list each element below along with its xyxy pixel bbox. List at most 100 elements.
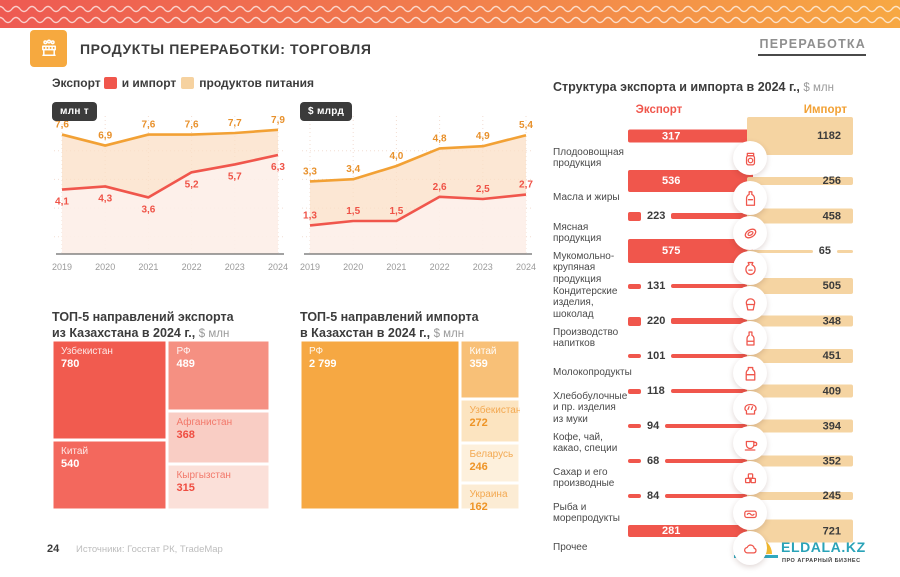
export-bar-line — [671, 284, 753, 288]
svg-text:2,7: 2,7 — [519, 180, 533, 191]
flour-icon — [733, 251, 767, 285]
treemap-block-label: Китай — [61, 446, 89, 458]
import-value: 1182 — [817, 130, 841, 142]
treemap-export-title: ТОП-5 направлений экспорта из Казахстана… — [52, 310, 234, 341]
category-label: Рыба и морепродукты — [553, 501, 620, 524]
svg-text:7,7: 7,7 — [228, 118, 242, 129]
svg-text:2021: 2021 — [138, 262, 158, 272]
export-value: 281 — [662, 525, 681, 537]
svg-text:2020: 2020 — [95, 262, 115, 272]
category-label: Мясная продукция — [553, 221, 602, 244]
svg-text:1,3: 1,3 — [303, 210, 317, 221]
treemap-block: Китай 540 — [52, 440, 168, 510]
import-value: 65 — [818, 245, 831, 257]
treemap-block-label: Узбекистан — [61, 346, 113, 357]
import-bar: 65 — [747, 245, 853, 257]
export-bar-line — [670, 389, 753, 393]
export-bar-marker — [628, 459, 641, 463]
export-value: 101 — [647, 350, 666, 362]
unit-badge-usd-bln: $ млрд — [300, 102, 353, 121]
svg-text:7,6: 7,6 — [55, 120, 69, 131]
treemap-import-unit: $ млн — [433, 327, 465, 340]
fish-icon — [733, 496, 767, 530]
export-bar-marker — [628, 354, 641, 358]
export-bar: 575 — [628, 239, 753, 263]
import-value: 409 — [822, 385, 841, 397]
legend-import-swatch — [181, 77, 195, 89]
import-bar: 451 — [747, 349, 853, 363]
treemap-block-value: 246 — [469, 461, 488, 474]
decorative-wave-band — [0, 0, 900, 28]
import-bar: 721 — [747, 519, 853, 543]
drink-bottle-icon — [733, 321, 767, 355]
treemap-block: РФ 2 799 — [300, 340, 461, 510]
treemap-block-value: 359 — [469, 358, 488, 370]
coffee-icon — [733, 426, 767, 460]
logo-tagline: Про аграрный бизнес — [782, 558, 861, 564]
structure-row: Производство напитков 220 348 — [553, 315, 853, 355]
export-bar: 131 — [628, 280, 753, 292]
meat-icon — [733, 216, 767, 250]
sugar-icon — [733, 461, 767, 495]
structure-row: Мясная продукция 223 458 — [553, 208, 853, 250]
treemap-block-label: РФ — [309, 346, 324, 357]
export-bar: 68 — [628, 455, 753, 467]
structure-row: Прочее 281 721 — [553, 519, 853, 565]
sources-note: Источники: Госстат РК, TradeMap — [76, 544, 223, 555]
export-value: 536 — [662, 175, 681, 187]
svg-text:2023: 2023 — [225, 262, 245, 272]
legend-export-label: Экспорт — [52, 76, 101, 90]
import-value: 451 — [822, 350, 841, 362]
svg-text:7,9: 7,9 — [271, 115, 285, 126]
treemap-block-value: 368 — [176, 428, 195, 441]
export-value: 94 — [647, 420, 660, 432]
structure-title-text: Структура экспорта и импорта в 2024 г., — [553, 80, 800, 94]
export-value: 68 — [647, 455, 660, 467]
legend-mid-label: и импорт — [121, 76, 177, 90]
svg-text:3,3: 3,3 — [303, 166, 317, 177]
import-bar-line — [747, 249, 813, 253]
svg-text:5,2: 5,2 — [185, 179, 199, 190]
export-bar-line — [665, 494, 753, 498]
structure-row: Сахар и его производные 68 352 — [553, 455, 853, 495]
treemap-export: Узбекистан 780 Китай 540 РФ 489 Афганистан 368 К… — [52, 340, 270, 510]
svg-text:2,5: 2,5 — [476, 184, 490, 195]
svg-text:2020: 2020 — [343, 262, 363, 272]
export-bar-marker — [628, 316, 641, 326]
export-bar-marker — [628, 283, 641, 289]
svg-text:2019: 2019 — [52, 262, 72, 272]
treemap-block-label: Узбекистан — [469, 404, 520, 416]
structure-rows: Плодоовощная продукция 317 1182 Масла и жир… — [553, 117, 853, 565]
chart-legend: Экспорт и импорт продуктов питания — [52, 76, 314, 90]
export-bar: 223 — [628, 210, 753, 222]
category-label: Прочее — [553, 542, 588, 554]
export-bar: 536 — [628, 170, 753, 192]
treemap-block: РФ 489 — [167, 340, 270, 411]
treemap-block-label: Кыргызстан — [176, 470, 231, 482]
export-value: 84 — [647, 490, 660, 502]
svg-text:2022: 2022 — [430, 262, 450, 272]
export-bar: 281 — [628, 525, 753, 537]
other-icon — [733, 531, 767, 565]
import-column-header: Импорт — [803, 104, 847, 116]
export-bar: 84 — [628, 490, 753, 502]
export-value: 220 — [647, 315, 666, 327]
cupcake-icon — [733, 286, 767, 320]
import-bar: 352 — [747, 455, 853, 467]
svg-text:6,9: 6,9 — [98, 131, 112, 142]
section-label: ПЕРЕРАБОТКА — [759, 37, 866, 51]
export-value: 131 — [647, 280, 666, 292]
treemap-import-title: ТОП-5 направлений импорта в Казахстан в … — [300, 310, 479, 341]
legend-export-swatch — [103, 77, 117, 89]
page-title: ПРОДУКТЫ ПЕРЕРАБОТКИ: ТОРГОВЛЯ — [80, 41, 372, 57]
treemap-block-label: РФ — [176, 346, 191, 357]
import-value: 352 — [822, 455, 841, 467]
svg-text:3,6: 3,6 — [141, 204, 155, 215]
category-label: Молокопродукты — [553, 367, 632, 379]
category-label: Производство напитков — [553, 326, 619, 349]
export-bar: 101 — [628, 350, 753, 362]
export-value: 118 — [647, 385, 665, 397]
treemap-export-unit: $ млн — [198, 327, 230, 340]
section-underline — [758, 54, 866, 56]
